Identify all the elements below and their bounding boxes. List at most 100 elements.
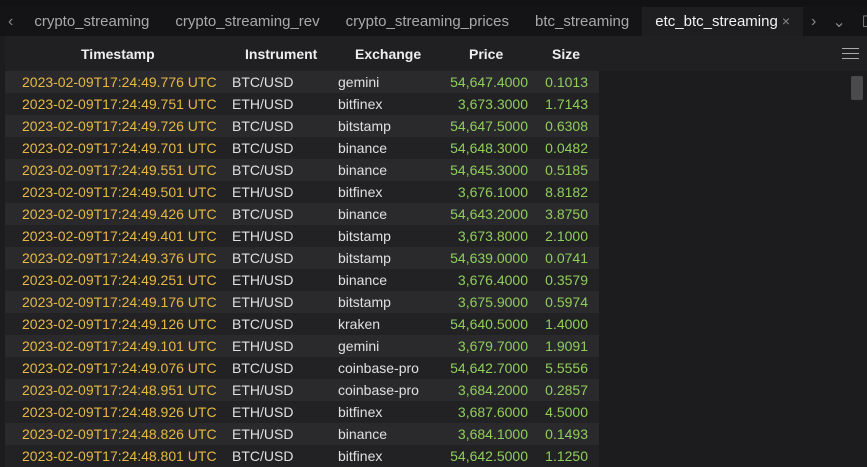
size-cell: 0.1493 (545, 426, 588, 442)
table-row[interactable]: 2023-02-09T17:24:49.501 UTC ETH/USD bitfin… (5, 181, 599, 203)
size-cell: 0.5974 (545, 294, 588, 310)
instrument-cell: BTC/USD (232, 360, 294, 376)
timestamp-cell: 2023-02-09T17:24:48.826 UTC (22, 426, 217, 442)
size-cell: 3.8750 (545, 206, 588, 222)
scrollbar-thumb[interactable] (851, 76, 863, 100)
instrument-cell: ETH/USD (232, 96, 294, 112)
exchange-cell: kraken (338, 316, 381, 332)
column-header-timestamp[interactable]: Timestamp (81, 46, 155, 62)
exchange-cell: binance (338, 140, 388, 156)
size-cell: 1.9091 (545, 338, 588, 354)
price-cell: 3,675.9000 (457, 294, 528, 310)
window-top-strip (0, 0, 867, 7)
price-cell: 3,679.7000 (457, 338, 528, 354)
table-row[interactable]: 2023-02-09T17:24:49.751 UTC ETH/USD bitfin… (5, 93, 599, 115)
tab-label: crypto_streaming_prices (345, 13, 510, 30)
table-row[interactable]: 2023-02-09T17:24:48.801 UTC BTC/USD bitfin… (5, 445, 599, 467)
tab-bar: ‹ crypto_streaming crypto_streaming_rev … (0, 7, 867, 36)
tab-etc-btc-streaming[interactable]: etc_btc_streaming × (642, 7, 804, 36)
tab-crypto-streaming[interactable]: crypto_streaming (21, 7, 162, 36)
timestamp-cell: 2023-02-09T17:24:49.751 UTC (22, 96, 217, 112)
timestamp-cell: 2023-02-09T17:24:48.926 UTC (22, 404, 217, 420)
instrument-cell: ETH/USD (232, 382, 294, 398)
price-cell: 3,684.2000 (457, 382, 528, 398)
instrument-cell: BTC/USD (232, 448, 294, 464)
price-cell: 54,647.4000 (450, 74, 528, 90)
exchange-cell: bitstamp (338, 228, 391, 244)
table-row[interactable]: 2023-02-09T17:24:49.701 UTC BTC/USD binanc… (5, 137, 599, 159)
table-row[interactable]: 2023-02-09T17:24:49.551 UTC BTC/USD binanc… (5, 159, 599, 181)
timestamp-cell: 2023-02-09T17:24:49.176 UTC (22, 294, 217, 310)
price-cell: 54,648.3000 (450, 140, 528, 156)
timestamp-cell: 2023-02-09T17:24:49.076 UTC (22, 360, 217, 376)
price-cell: 54,645.3000 (450, 162, 528, 178)
instrument-cell: BTC/USD (232, 140, 294, 156)
table-row[interactable]: 2023-02-09T17:24:49.126 UTC BTC/USD kraken… (5, 313, 599, 335)
table-body: 2023-02-09T17:24:49.776 UTC BTC/USD gemini… (5, 71, 599, 467)
table-row[interactable]: 2023-02-09T17:24:49.101 UTC ETH/USD gemini… (5, 335, 599, 357)
size-cell: 4.5000 (545, 404, 588, 420)
exchange-cell: bitstamp (338, 250, 391, 266)
column-header-price[interactable]: Price (469, 46, 504, 62)
table-row[interactable]: 2023-02-09T17:24:49.076 UTC BTC/USD coinba… (5, 357, 599, 379)
instrument-cell: ETH/USD (232, 338, 294, 354)
tab-scroll-right-icon[interactable]: › (811, 12, 817, 30)
price-cell: 3,673.8000 (457, 228, 528, 244)
table-row[interactable]: 2023-02-09T17:24:49.376 UTC BTC/USD bitsta… (5, 247, 599, 269)
exchange-cell: coinbase-pro (338, 360, 419, 376)
table-row[interactable]: 2023-02-09T17:24:48.826 UTC ETH/USD binanc… (5, 423, 599, 445)
instrument-cell: ETH/USD (232, 404, 294, 420)
tab-btc-streaming[interactable]: btc_streaming (522, 7, 642, 36)
table-row[interactable]: 2023-02-09T17:24:49.401 UTC ETH/USD bitsta… (5, 225, 599, 247)
tab-label: etc_btc_streaming (655, 13, 778, 30)
exchange-cell: bitstamp (338, 294, 391, 310)
maximize-icon[interactable]: ☐ (854, 12, 867, 32)
timestamp-cell: 2023-02-09T17:24:48.951 UTC (22, 382, 217, 398)
table-row[interactable]: 2023-02-09T17:24:49.176 UTC ETH/USD bitsta… (5, 291, 599, 313)
tab-crypto-streaming-rev[interactable]: crypto_streaming_rev (162, 7, 332, 36)
timestamp-cell: 2023-02-09T17:24:49.426 UTC (22, 206, 217, 222)
table-row[interactable]: 2023-02-09T17:24:49.251 UTC ETH/USD binanc… (5, 269, 599, 291)
exchange-cell: bitfinex (338, 404, 383, 420)
exchange-cell: bitfinex (338, 448, 383, 464)
table-header: Timestamp Instrument Exchange Price Size (5, 36, 867, 71)
table-row[interactable]: 2023-02-09T17:24:49.776 UTC BTC/USD gemini… (5, 71, 599, 93)
size-cell: 0.0741 (545, 250, 588, 266)
size-cell: 2.1000 (545, 228, 588, 244)
timestamp-cell: 2023-02-09T17:24:49.776 UTC (22, 74, 217, 90)
tab-crypto-streaming-prices[interactable]: crypto_streaming_prices (333, 7, 522, 36)
tab-label: crypto_streaming (34, 13, 150, 30)
column-header-instrument[interactable]: Instrument (245, 46, 318, 62)
column-menu-icon[interactable] (842, 48, 859, 63)
vertical-scrollbar[interactable] (851, 73, 863, 467)
size-cell: 1.7143 (545, 96, 588, 112)
exchange-cell: gemini (338, 338, 380, 354)
timestamp-cell: 2023-02-09T17:24:49.701 UTC (22, 140, 217, 156)
tab-dropdown-icon[interactable]: ⌄ (832, 13, 846, 31)
instrument-cell: BTC/USD (232, 206, 294, 222)
column-header-size[interactable]: Size (552, 46, 581, 62)
price-cell: 3,676.1000 (457, 184, 528, 200)
size-cell: 5.5556 (545, 360, 588, 376)
size-cell: 0.3579 (545, 272, 588, 288)
table-row[interactable]: 2023-02-09T17:24:49.726 UTC BTC/USD bitsta… (5, 115, 599, 137)
table-row[interactable]: 2023-02-09T17:24:48.926 UTC ETH/USD bitfin… (5, 401, 599, 423)
instrument-cell: BTC/USD (232, 118, 294, 134)
table-row[interactable]: 2023-02-09T17:24:48.951 UTC ETH/USD coinba… (5, 379, 599, 401)
tab-label: crypto_streaming_rev (175, 13, 320, 30)
size-cell: 1.1250 (545, 448, 588, 464)
price-cell: 54,642.7000 (450, 360, 528, 376)
tab-scroll-left-icon[interactable]: ‹ (8, 12, 14, 30)
size-cell: 0.5185 (545, 162, 588, 178)
table-row[interactable]: 2023-02-09T17:24:49.426 UTC BTC/USD binanc… (5, 203, 599, 225)
column-header-exchange[interactable]: Exchange (355, 46, 422, 62)
grid-panel: Timestamp Instrument Exchange Price Size… (0, 36, 867, 467)
instrument-cell: ETH/USD (232, 426, 294, 442)
timestamp-cell: 2023-02-09T17:24:49.501 UTC (22, 184, 217, 200)
instrument-cell: BTC/USD (232, 162, 294, 178)
price-cell: 3,673.3000 (457, 96, 528, 112)
close-tab-icon[interactable]: × (781, 13, 791, 29)
instrument-cell: ETH/USD (232, 272, 294, 288)
instrument-cell: ETH/USD (232, 184, 294, 200)
timestamp-cell: 2023-02-09T17:24:49.401 UTC (22, 228, 217, 244)
